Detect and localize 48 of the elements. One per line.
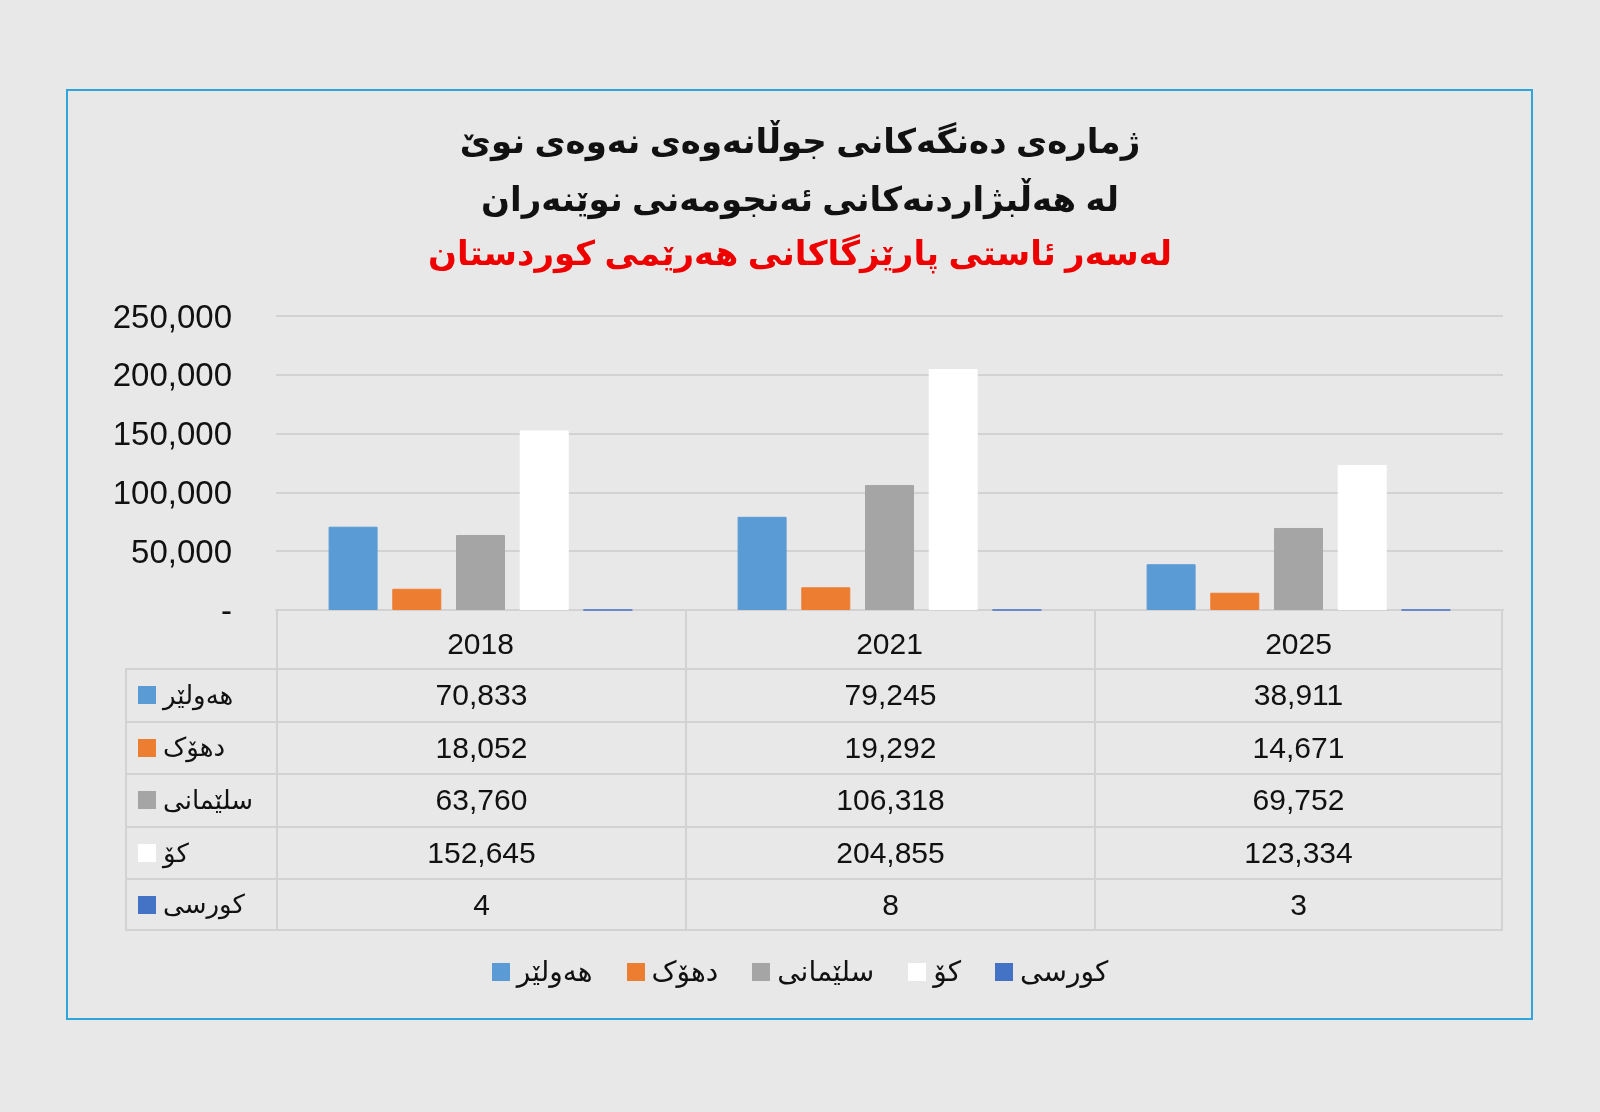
legend-label: دهۆک <box>163 732 225 764</box>
y-tick-label: 150,000 <box>112 415 232 453</box>
data-label: 63,760 <box>435 783 528 818</box>
bar <box>1210 592 1260 610</box>
bar <box>328 526 378 610</box>
y-tick-label: 100,000 <box>112 473 232 511</box>
data-label: 106,318 <box>836 783 945 818</box>
x-tick-label: 2021 <box>856 626 923 660</box>
text: هەولێر <box>516 956 593 987</box>
text: سلێمانی <box>777 956 875 987</box>
data-label: 3 <box>1290 887 1307 922</box>
legend-label: کۆ <box>933 955 962 989</box>
data-label: 204,855 <box>836 836 945 871</box>
chart-title: ژمارەی دەنگەکانی جوڵانەوەی نەوەی نوێ لە هەڵبژاردنەکانی ئەنجومەنی نوێنەران <box>459 120 1141 220</box>
data-label: 8 <box>882 887 899 922</box>
bar <box>865 484 914 610</box>
data-label: 123,334 <box>1244 836 1353 871</box>
bar <box>801 587 851 610</box>
y-tick-label: 250,000 <box>112 297 232 335</box>
data-label: 79,245 <box>844 678 937 713</box>
bar <box>1337 464 1387 610</box>
bar <box>519 430 569 610</box>
bar <box>1274 527 1323 610</box>
y-tick-label: - <box>221 591 232 629</box>
text: دهۆک <box>651 956 719 987</box>
data-label: 70,833 <box>435 678 528 713</box>
bar <box>928 369 978 610</box>
legend-label: کورسی <box>1020 955 1109 989</box>
data-label: 14,671 <box>1252 730 1345 765</box>
data-label: 38,911 <box>1253 678 1344 713</box>
data-label: 152,645 <box>427 836 536 871</box>
text: کورسی <box>163 889 245 920</box>
y-tick-label: 200,000 <box>112 356 232 394</box>
bar <box>456 535 505 610</box>
data-label: 4 <box>473 887 490 922</box>
bar <box>1146 564 1196 610</box>
text: کۆ <box>163 837 189 868</box>
bar <box>392 588 442 610</box>
x-tick-label: 2018 <box>447 626 514 660</box>
legend-label: هەولێر <box>163 679 234 711</box>
x-tick-label: 2025 <box>1265 626 1332 660</box>
data-label: 19,292 <box>844 730 937 765</box>
data-label: 18,052 <box>435 730 528 765</box>
data-label: 69,752 <box>1252 783 1345 818</box>
bar <box>737 516 787 610</box>
chart-subtitle: لەسەر ئاستی پارێزگاکانی هەرێمی کوردستان <box>427 234 1173 274</box>
y-tick-label: 50,000 <box>131 532 232 570</box>
legend-label: سلێمانی <box>163 784 254 817</box>
